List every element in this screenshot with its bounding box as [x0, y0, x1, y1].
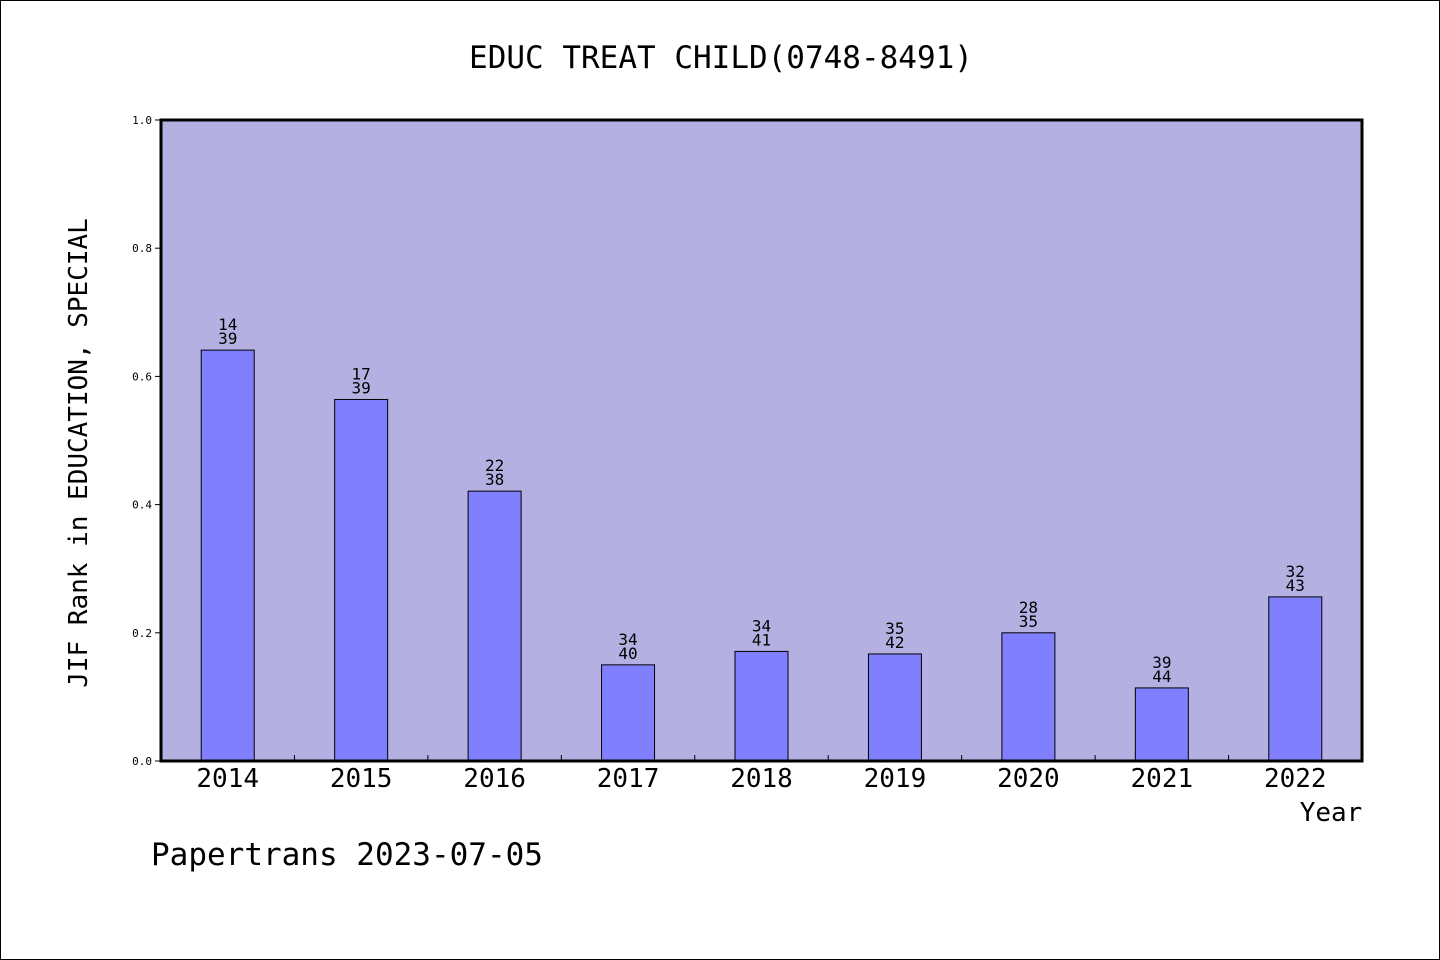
y-axis-label: JIF Rank in EDUCATION, SPECIAL [64, 218, 94, 688]
x-tick-label: 2021 [1131, 764, 1194, 794]
data-label-total: 41 [752, 630, 771, 649]
bar-2015 [334, 398, 389, 762]
x-tick-label: 2022 [1264, 764, 1327, 794]
x-tick-label: 2018 [730, 764, 793, 794]
bar-2018 [734, 650, 789, 762]
x-tick-label: 2020 [997, 764, 1060, 794]
bar-2014 [200, 349, 255, 762]
data-label-rank: 28 [1019, 598, 1038, 617]
x-tick-label: 2017 [597, 764, 660, 794]
bar-2021 [1134, 687, 1189, 762]
data-label-rank: 32 [1286, 562, 1305, 581]
data-label-total: 42 [885, 633, 904, 652]
x-axis: 2014 2015 2016 2017 2018 2019 2020 2021 2022 [196, 755, 1327, 794]
x-tick-label: 2015 [330, 764, 393, 794]
plot-frame [159, 118, 1364, 763]
bar-2022 [1268, 596, 1323, 762]
y-tick-label: 0.4 [132, 499, 152, 512]
data-label-rank: 22 [485, 456, 504, 475]
bar-2017 [601, 664, 656, 762]
data-label-total: 39 [352, 378, 371, 397]
data-label-total: 38 [485, 470, 504, 489]
data-label-total: 39 [218, 329, 237, 348]
chart-title: EDUC TREAT CHILD(0748-8491) [469, 40, 973, 76]
data-label-rank: 17 [352, 364, 371, 383]
data-label-total: 43 [1286, 576, 1305, 595]
data-label-total: 40 [618, 644, 637, 663]
data-label-rank: 39 [1152, 653, 1171, 672]
bar-2020 [1001, 632, 1056, 762]
data-label-rank: 14 [218, 315, 237, 334]
x-tick-label: 2019 [864, 764, 927, 794]
bar-2019 [867, 653, 922, 762]
y-tick-label: 0.2 [132, 627, 152, 640]
data-label-total: 35 [1019, 612, 1038, 631]
y-tick-label: 0.0 [132, 755, 152, 768]
x-axis-label: Year [1300, 798, 1363, 828]
x-tick-label: 2014 [196, 764, 259, 794]
data-label-rank: 34 [618, 630, 637, 649]
y-tick-label: 0.8 [132, 242, 152, 255]
y-tick-label: 0.6 [132, 370, 152, 383]
bar-2016 [467, 490, 522, 762]
footer-watermark: Papertrans 2023-07-05 [151, 837, 543, 873]
data-label-rank: 35 [885, 619, 904, 638]
y-tick-label: 1.0 [132, 114, 152, 127]
x-tick-label: 2016 [463, 764, 526, 794]
data-label-rank: 34 [752, 616, 771, 635]
y-axis: 0.0 0.2 0.4 0.6 0.8 1.0 [132, 114, 161, 768]
data-label-total: 44 [1152, 667, 1171, 686]
